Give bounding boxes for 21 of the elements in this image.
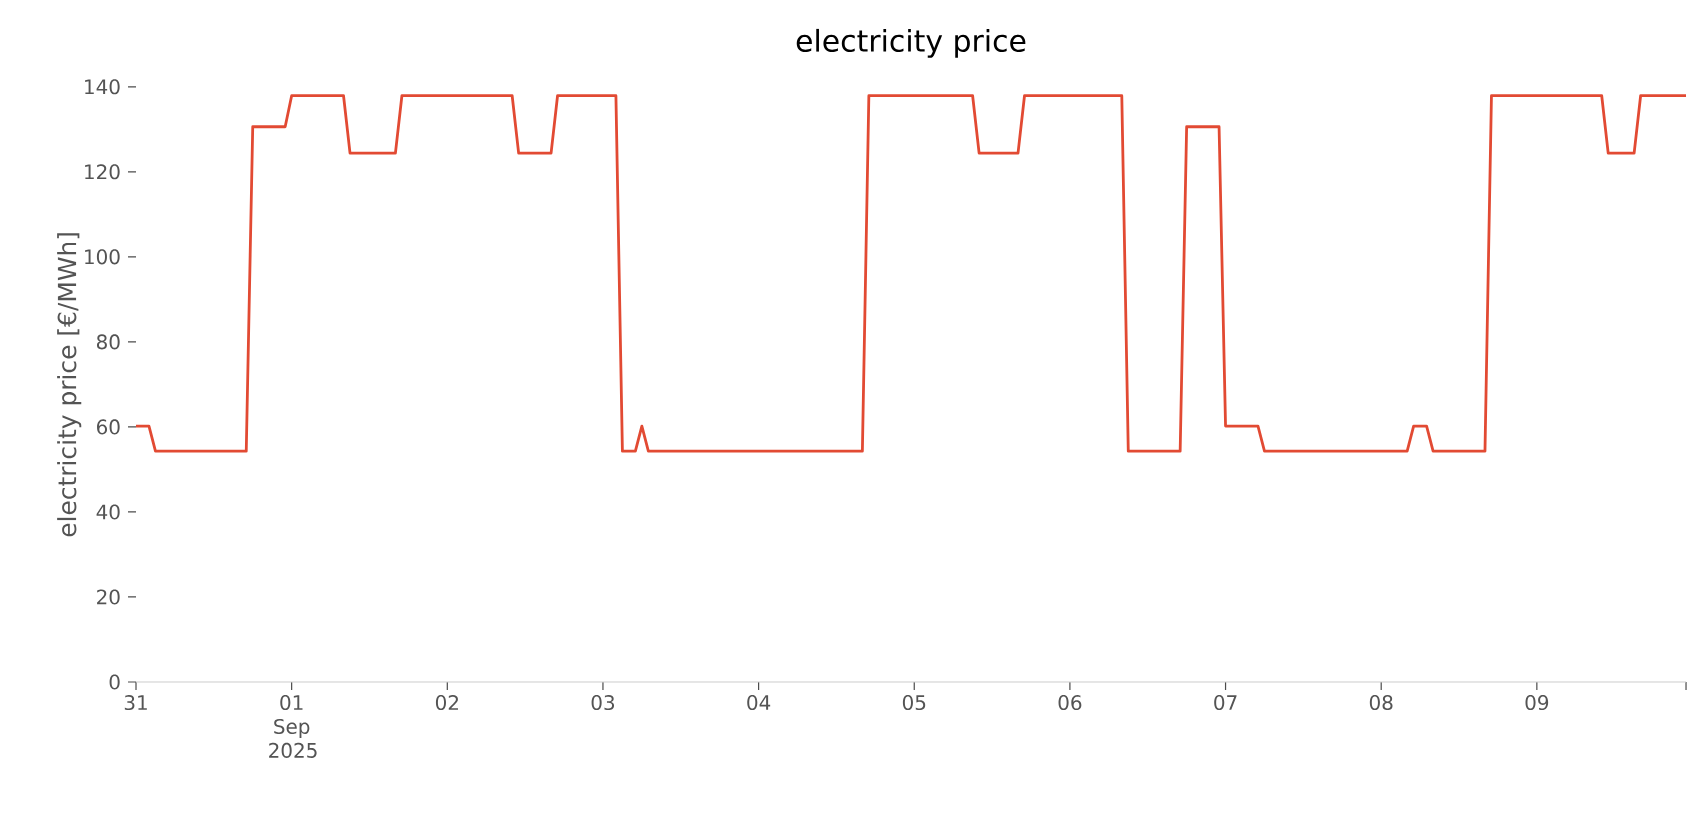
y-tick-label: 140 bbox=[85, 79, 120, 95]
y-tick-label: 20 bbox=[97, 589, 120, 605]
x-tick-label: 05 bbox=[902, 695, 926, 711]
y-tick-label: 80 bbox=[96, 334, 120, 350]
x-tick-label: 07 bbox=[1214, 695, 1237, 711]
y-axis-title: electricity price [€/MWh] bbox=[57, 233, 82, 537]
y-tick-label: 40 bbox=[96, 504, 120, 520]
x-tick-label: 06 bbox=[1058, 695, 1082, 711]
x-tick-label: 01 Sep 2025 bbox=[269, 695, 317, 758]
line-series bbox=[134, 94, 1688, 453]
x-tick-label: 04 bbox=[747, 695, 771, 711]
x-tick-label: 08 bbox=[1369, 695, 1393, 711]
y-tick-label: 60 bbox=[97, 419, 120, 435]
chart-title: electricity price bbox=[796, 28, 1026, 58]
y-tick-label: 120 bbox=[85, 164, 120, 180]
y-tick-label: 100 bbox=[85, 249, 120, 265]
x-tick-label: 09 bbox=[1525, 695, 1549, 711]
x-tick-label: 02 bbox=[435, 695, 458, 711]
x-tick-label: 03 bbox=[591, 695, 615, 711]
x-tick-label: 31 bbox=[124, 695, 147, 711]
y-tick-label: 0 bbox=[109, 674, 120, 690]
